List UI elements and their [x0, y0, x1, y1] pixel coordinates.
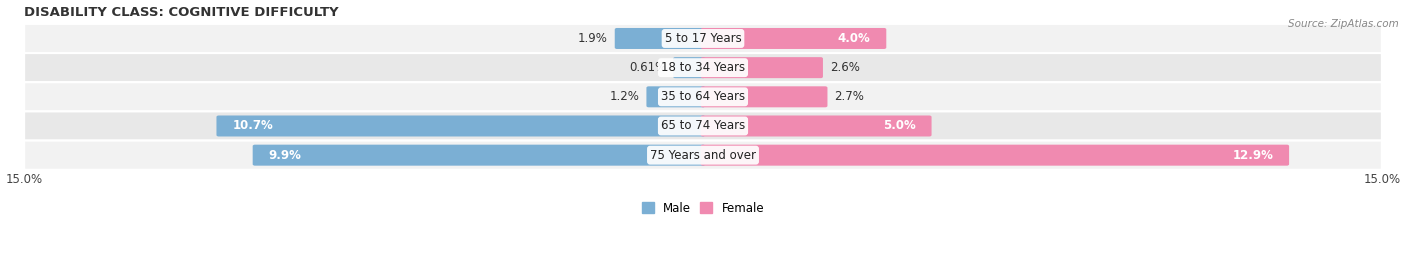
FancyBboxPatch shape [24, 112, 1382, 141]
Text: 2.6%: 2.6% [830, 61, 859, 74]
Text: 1.9%: 1.9% [578, 32, 607, 45]
Text: 0.61%: 0.61% [628, 61, 666, 74]
Text: 5 to 17 Years: 5 to 17 Years [665, 32, 741, 45]
Text: 35 to 64 Years: 35 to 64 Years [661, 90, 745, 103]
Legend: Male, Female: Male, Female [637, 197, 769, 219]
FancyBboxPatch shape [24, 53, 1382, 82]
Text: 10.7%: 10.7% [232, 120, 273, 133]
Text: Source: ZipAtlas.com: Source: ZipAtlas.com [1288, 19, 1399, 29]
FancyBboxPatch shape [700, 57, 823, 78]
Text: 5.0%: 5.0% [883, 120, 915, 133]
FancyBboxPatch shape [647, 86, 706, 107]
Text: 12.9%: 12.9% [1233, 149, 1274, 162]
FancyBboxPatch shape [24, 141, 1382, 170]
FancyBboxPatch shape [673, 57, 706, 78]
FancyBboxPatch shape [253, 145, 706, 166]
Text: 18 to 34 Years: 18 to 34 Years [661, 61, 745, 74]
Text: 1.2%: 1.2% [610, 90, 640, 103]
FancyBboxPatch shape [700, 28, 886, 49]
Text: DISABILITY CLASS: COGNITIVE DIFFICULTY: DISABILITY CLASS: COGNITIVE DIFFICULTY [24, 6, 339, 19]
FancyBboxPatch shape [700, 116, 932, 137]
FancyBboxPatch shape [24, 24, 1382, 53]
Text: 2.7%: 2.7% [834, 90, 865, 103]
Text: 9.9%: 9.9% [269, 149, 301, 162]
FancyBboxPatch shape [700, 86, 828, 107]
Text: 4.0%: 4.0% [838, 32, 870, 45]
FancyBboxPatch shape [24, 82, 1382, 112]
Text: 75 Years and over: 75 Years and over [650, 149, 756, 162]
FancyBboxPatch shape [614, 28, 706, 49]
Text: 65 to 74 Years: 65 to 74 Years [661, 120, 745, 133]
FancyBboxPatch shape [700, 145, 1289, 166]
FancyBboxPatch shape [217, 116, 706, 137]
